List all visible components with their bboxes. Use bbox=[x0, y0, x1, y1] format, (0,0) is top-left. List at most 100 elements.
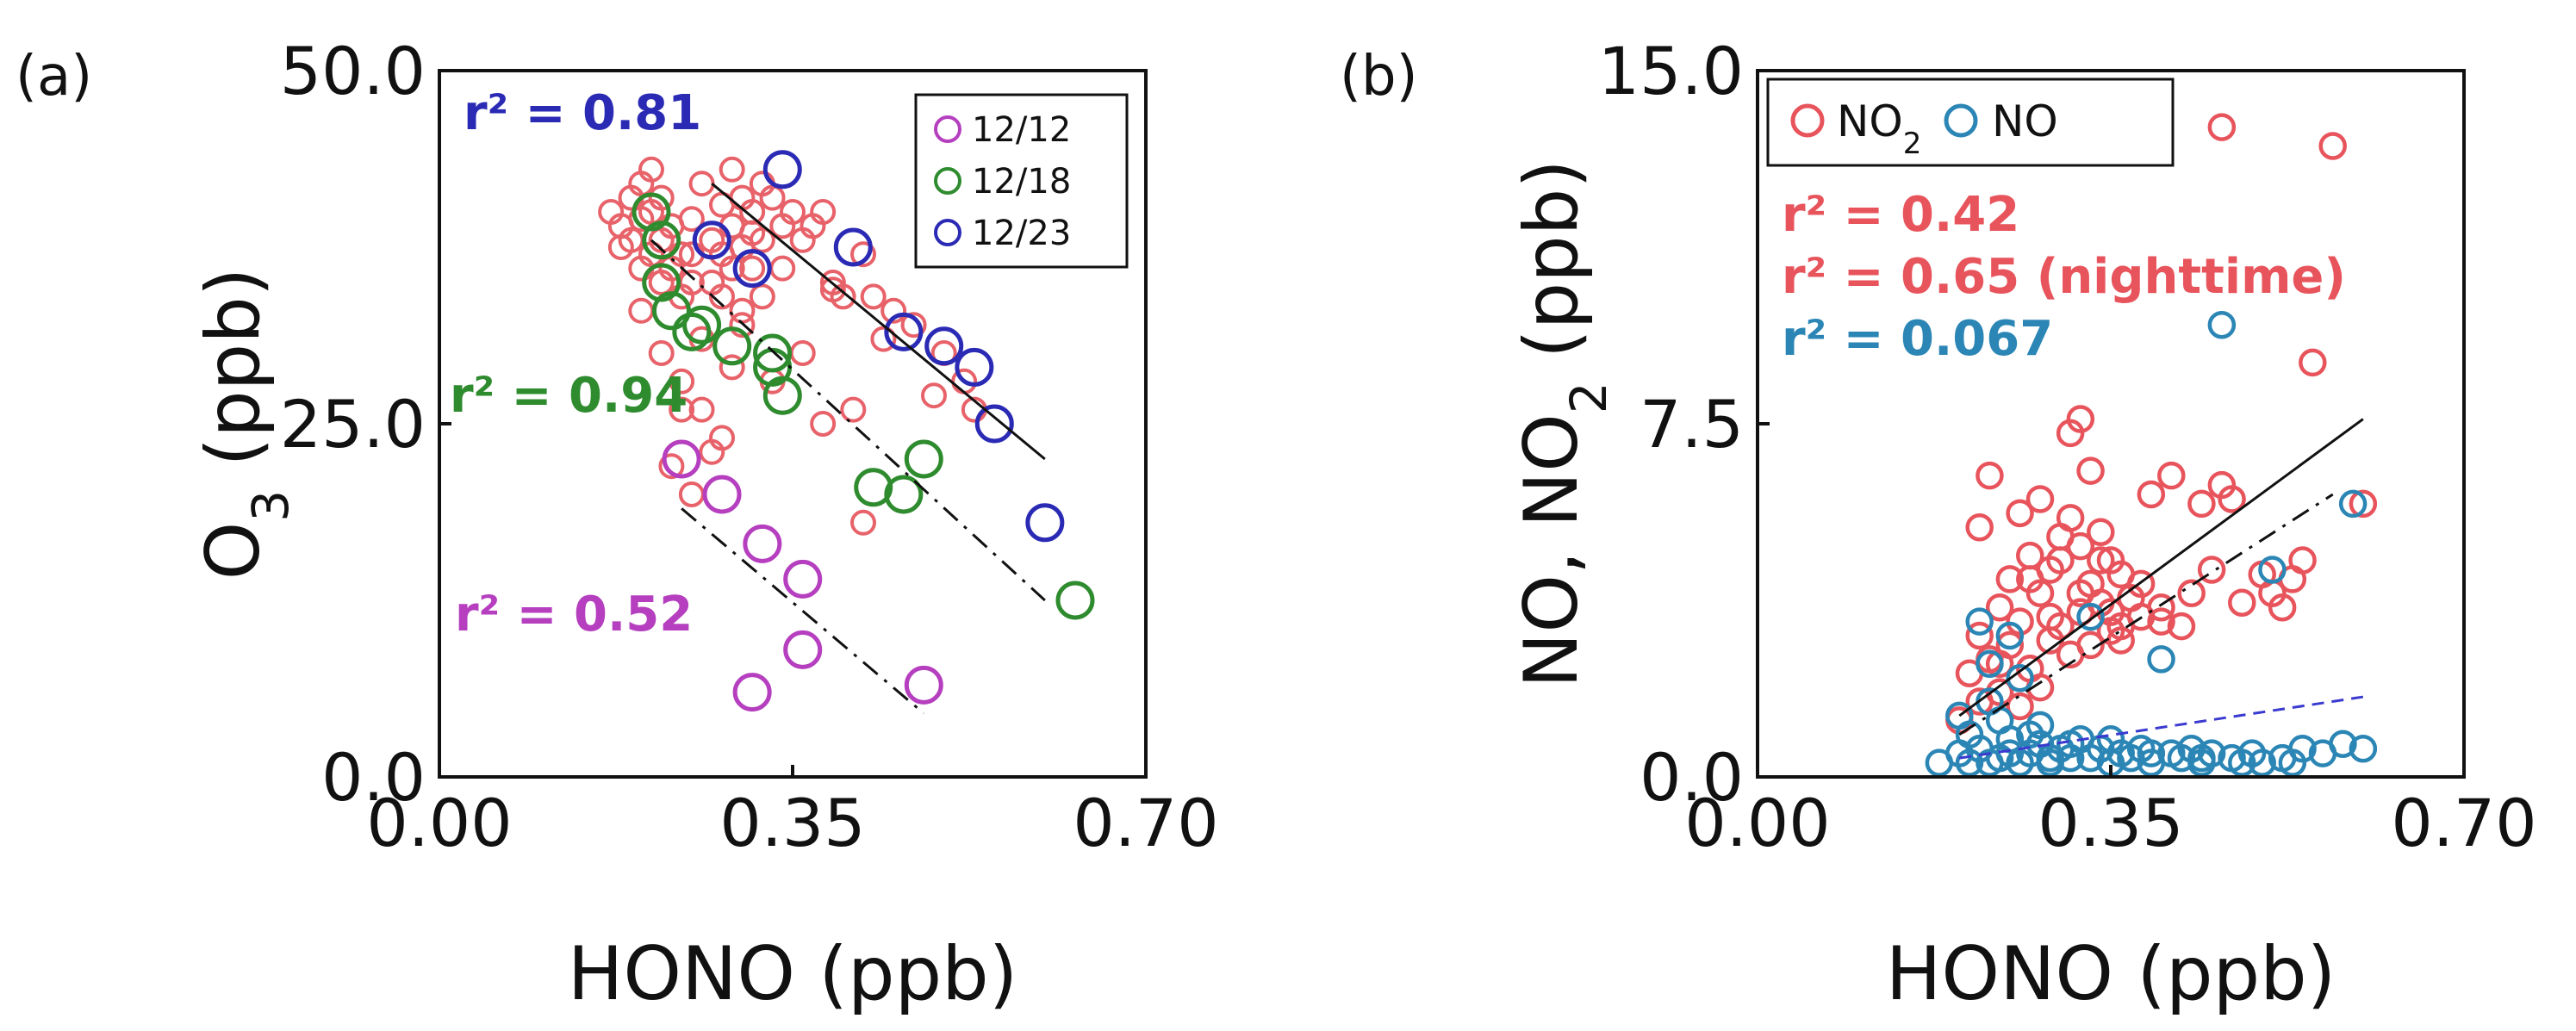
r2-label-12-12: r² = 0.52 bbox=[455, 587, 693, 643]
r2-label-no: r² = 0.067 bbox=[1782, 311, 2053, 367]
background-point bbox=[719, 156, 745, 183]
point-no2 bbox=[2066, 405, 2095, 433]
point-no2 bbox=[2016, 565, 2044, 593]
background-point bbox=[648, 340, 675, 366]
background-point bbox=[688, 396, 715, 423]
background-point bbox=[699, 438, 725, 465]
point-no2 bbox=[1965, 687, 1994, 716]
point-no2 bbox=[1985, 649, 2014, 679]
point-12-18 bbox=[672, 312, 712, 351]
point-12-12 bbox=[662, 439, 701, 479]
fit-line-12-23 bbox=[711, 183, 1046, 461]
point-12-23 bbox=[974, 404, 1014, 444]
point-no2 bbox=[2106, 612, 2135, 641]
panel-a-x-tick-label: 0.00 bbox=[366, 785, 512, 861]
background-point bbox=[678, 206, 705, 233]
panel-a-ticks: 0.00 0.35 0.70 0.0 25.0 50.0 bbox=[280, 33, 1219, 861]
point-no2 bbox=[2157, 461, 2186, 490]
point-no2 bbox=[2126, 569, 2156, 599]
fit-line-12-12 bbox=[681, 507, 925, 715]
point-12-12 bbox=[702, 475, 742, 514]
background-point bbox=[719, 354, 745, 381]
panel-b-y-tick-label: 0.0 bbox=[1640, 739, 1744, 816]
point-12-23 bbox=[1025, 503, 1065, 543]
r2-label-no2: r² = 0.42 bbox=[1782, 187, 2019, 243]
point-no2 bbox=[2187, 489, 2216, 519]
panel-a-x-tick-label: 0.70 bbox=[1073, 785, 1218, 861]
background-point bbox=[789, 340, 816, 366]
point-no bbox=[2329, 730, 2357, 758]
background-point bbox=[780, 199, 806, 225]
point-no2 bbox=[2076, 456, 2105, 485]
point-no bbox=[2006, 663, 2034, 693]
panel-a-y-tick-label: 50.0 bbox=[280, 33, 426, 109]
background-point bbox=[880, 297, 907, 324]
point-12-12 bbox=[743, 524, 782, 563]
point-no2 bbox=[2228, 588, 2256, 617]
fit-line-no2 bbox=[1958, 418, 2364, 717]
panel-a-legend: 12/12 12/18 12/23 bbox=[914, 93, 1129, 269]
point-no bbox=[2096, 725, 2125, 754]
background-point bbox=[709, 283, 735, 310]
point-no2 bbox=[2006, 499, 2034, 528]
point-12-12 bbox=[732, 673, 772, 712]
point-no bbox=[1995, 739, 2025, 767]
background-point bbox=[648, 184, 675, 211]
point-12-23 bbox=[924, 326, 964, 366]
point-no bbox=[2016, 720, 2044, 749]
legend-frame bbox=[1766, 78, 2175, 167]
point-no bbox=[2258, 556, 2287, 584]
fit-line-12-18 bbox=[650, 239, 1046, 602]
background-point bbox=[688, 171, 715, 197]
point-no2 bbox=[2066, 531, 2095, 561]
background-point bbox=[669, 396, 695, 423]
panel-a-x-tick-label: 0.35 bbox=[719, 785, 865, 861]
panel-b-x-tick-label: 0.70 bbox=[2391, 785, 2536, 861]
point-no2 bbox=[2207, 113, 2237, 141]
background-point bbox=[900, 312, 927, 338]
panel-b-y-tick-label: 15.0 bbox=[1598, 33, 1744, 109]
legend-label-12-12: 12/12 bbox=[972, 110, 1071, 150]
point-no2 bbox=[2268, 593, 2297, 622]
point-no2 bbox=[2288, 546, 2317, 575]
background-point bbox=[739, 255, 766, 282]
background-point bbox=[628, 297, 655, 324]
panel-a-fit-lines bbox=[650, 183, 1046, 715]
panel-b-x-tick-label: 0.35 bbox=[2038, 785, 2183, 861]
background-point bbox=[840, 396, 867, 423]
panel-b-y-axis-label: NO, NO2 (ppb) bbox=[1509, 159, 1618, 688]
panel-b-label: (b) bbox=[1340, 45, 1418, 109]
point-12-18 bbox=[854, 468, 893, 507]
point-no bbox=[1965, 607, 1994, 636]
panel-b-x-tick-label: 0.00 bbox=[1684, 785, 1830, 861]
point-12-18 bbox=[682, 305, 722, 345]
legend-marker-12-23 bbox=[934, 219, 961, 246]
point-no2 bbox=[2167, 612, 2196, 641]
point-no bbox=[2338, 489, 2368, 519]
point-no2 bbox=[2147, 593, 2175, 622]
point-no bbox=[2076, 602, 2105, 631]
point-12-18 bbox=[884, 475, 924, 514]
background-point bbox=[669, 368, 695, 394]
background-point bbox=[921, 382, 947, 409]
point-12-23 bbox=[833, 227, 873, 267]
point-12-18 bbox=[904, 439, 943, 479]
point-no2 bbox=[2218, 485, 2246, 513]
point-no bbox=[1955, 720, 1984, 749]
r2-label-12-23: r² = 0.81 bbox=[464, 85, 701, 141]
point-no bbox=[1995, 621, 2025, 650]
panel-b-fit-lines bbox=[1958, 418, 2364, 760]
point-no bbox=[2036, 743, 2064, 773]
background-point bbox=[769, 255, 796, 282]
point-no2 bbox=[1976, 461, 2004, 490]
point-no bbox=[2278, 748, 2307, 777]
legend-label-12-23: 12/23 bbox=[972, 214, 1071, 253]
point-no2 bbox=[2036, 602, 2064, 631]
point-12-18 bbox=[712, 326, 752, 366]
background-point bbox=[800, 213, 826, 239]
panel-b: (b) 0.00 0.35 0.70 0.0 7.5 15.0 NO2 NO r² = 0… bbox=[1340, 33, 2537, 1017]
point-12-23 bbox=[762, 150, 802, 189]
background-point bbox=[830, 283, 856, 310]
background-point bbox=[860, 283, 887, 310]
